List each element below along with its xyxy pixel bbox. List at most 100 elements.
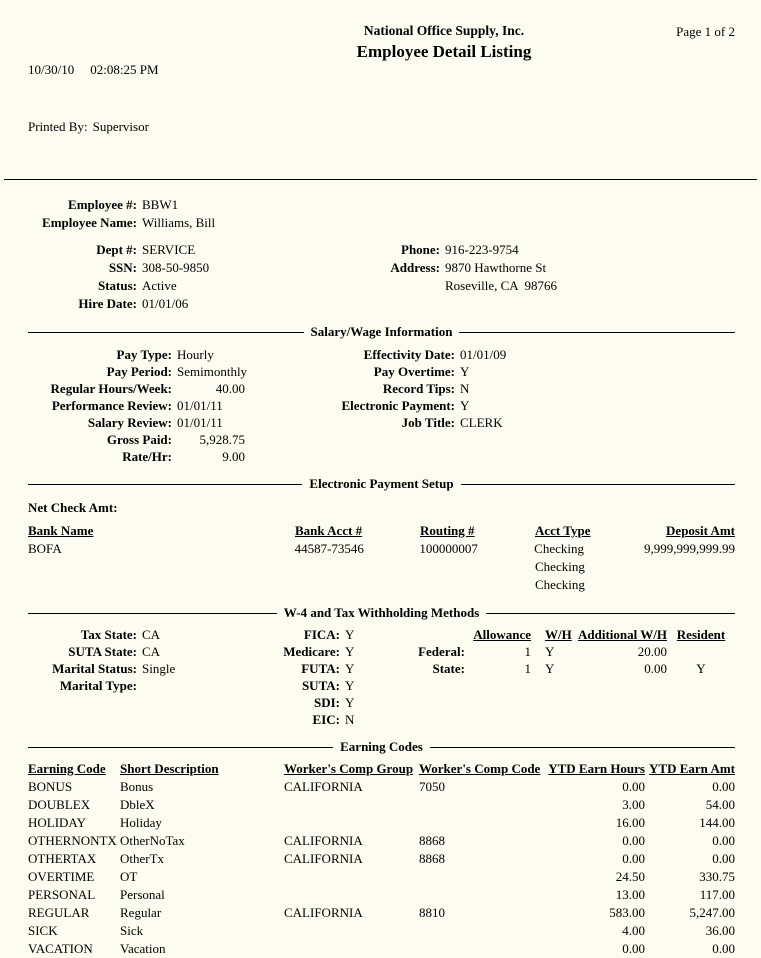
salary-section-divider: Salary/Wage Information [28,324,736,340]
ytd-earn-hours-cell: 0.00 [622,833,645,848]
city-row: Roseville, CA 98766 [370,277,735,295]
payment-row: BOFA 44587-73546 100000007 Checking 9,99… [28,540,735,558]
marital-status-row: Marital Status: Single [28,660,258,677]
ytd-earn-amt-cell: 0.00 [712,851,735,866]
workers-comp-code-cell [419,886,545,904]
ytd-earn-hours-cell: 24.50 [615,869,645,884]
bank-name-cell [28,576,295,594]
earnings-row: DOUBLEX DbleX 3.00 54.00 [28,796,735,814]
ssn-value: 308-50-9850 [142,260,210,275]
payment-table-header: Bank Name Bank Acct # Routing # Acct Typ… [28,522,735,540]
workers-comp-code-cell: 8868 [419,833,445,848]
address-value: 9870 Hawthorne St [445,260,547,275]
divider-line [28,746,334,748]
workers-comp-code-cell [419,922,545,940]
workers-comp-group-cell: CALIFORNIA [284,779,363,794]
additional-wh-cell: 20.00 [637,644,667,659]
net-check-amt-label: Net Check Amt: [28,500,118,515]
eic-row: EIC: N [258,711,408,728]
workers-comp-group-cell [284,886,419,904]
earnings-section: Earning Code Short Description Worker's … [28,760,735,958]
record-tips-label: Record Tips: [382,381,455,396]
short-description-cell: Bonus [120,779,154,794]
electronic-payment-label: Electronic Payment: [341,398,455,413]
ytd-earn-amt-cell: 0.00 [712,779,735,794]
earnings-row: SICK Sick 4.00 36.00 [28,922,735,940]
suta-value: Y [345,678,355,693]
withholding-row: State: 1 Y 0.00 Y [408,660,735,677]
medicare-row: Medicare: Y [258,643,408,660]
gross-paid-label: Gross Paid: [106,432,172,447]
earnings-section-title: Earning Codes [340,739,423,754]
ytd-earn-amt-cell: 36.00 [705,923,735,938]
salary-review-row: Salary Review: 01/01/11 [28,414,320,431]
earning-code-cell: OVERTIME [28,869,95,884]
electronic-payment-row: Electronic Payment: Y [320,397,735,414]
pay-overtime-label: Pay Overtime: [373,364,455,379]
payment-section: Net Check Amt: Bank Name Bank Acct # Rou… [28,499,735,594]
ytd-earn-amt-cell: 0.00 [712,833,735,848]
job-title-label: Job Title: [401,415,455,430]
divider-line [459,331,736,333]
bank-acct-header: Bank Acct # [295,523,363,538]
record-tips-row: Record Tips: N [320,380,735,397]
header-rule [4,179,757,180]
pay-overtime-row: Pay Overtime: Y [320,363,735,380]
performance-review-row: Performance Review: 01/01/11 [28,397,320,414]
gross-paid-value: 5,928.75 [199,432,246,447]
ytd-earn-amt-header: YTD Earn Amt [649,761,735,776]
rate-hr-row: Rate/Hr: 9.00 [28,448,320,465]
workers-comp-code-cell: 8810 [419,905,445,920]
marital-type-label: Marital Type: [59,678,137,693]
ssn-label: SSN: [108,260,137,275]
medicare-value: Y [345,644,355,659]
earning-code-cell: PERSONAL [28,887,96,902]
pay-period-row: Pay Period: Semimonthly [28,363,320,380]
print-time: 02:08:25 PM [90,62,159,77]
short-description-cell: Vacation [120,941,166,956]
workers-comp-group-cell: CALIFORNIA [284,833,363,848]
earnings-row: VACATION Vacation 0.00 0.00 [28,940,735,958]
payment-row: Checking [28,576,735,594]
employee-contact: Phone: 916-223-9754 Address: 9870 Hawtho… [370,241,735,313]
earnings-row: OTHERNONTX OtherNoTax CALIFORNIA 8868 0.… [28,832,735,850]
ytd-earn-amt-cell: 330.75 [699,869,735,884]
report-title-block: National Office Supply, Inc. Employee De… [243,22,645,62]
marital-type-row: Marital Type: [28,677,258,694]
pay-period-value: Semimonthly [177,364,248,379]
salary-section: Pay Type: Hourly Pay Period: Semimonthly… [28,346,735,465]
printed-by-label: Printed By: [28,119,88,134]
divider-line [486,612,735,614]
pay-type-row: Pay Type: Hourly [28,346,320,363]
tax-state-value: CA [142,627,161,642]
routing-cell [420,558,535,576]
suta-state-row: SUTA State: CA [28,643,258,660]
suta-row: SUTA: Y [258,677,408,694]
print-date: 10/30/10 [28,62,75,77]
performance-review-label: Performance Review: [51,398,172,413]
phone-row: Phone: 916-223-9754 [370,241,735,259]
w4-section-title: W-4 and Tax Withholding Methods [283,605,480,620]
marital-status-value: Single [142,661,176,676]
ytd-earn-hours-header: YTD Earn Hours [548,761,645,776]
city-spacer [370,277,440,295]
tax-state-label: Tax State: [80,627,137,642]
salary-review-label: Salary Review: [87,415,172,430]
salary-review-value: 01/01/11 [177,415,223,430]
deposit-amt-cell [645,576,735,594]
wh-cell: Y [545,661,555,676]
hire-date-value: 01/01/06 [142,296,189,311]
ytd-earn-hours-cell: 0.00 [622,941,645,956]
dept-label: Dept #: [96,242,137,257]
report-title: Employee Detail Listing [356,42,532,61]
earnings-table-header: Earning Code Short Description Worker's … [28,760,735,778]
workers-comp-group-cell [284,922,419,940]
earnings-row: BONUS Bonus CALIFORNIA 7050 0.00 0.00 [28,778,735,796]
withholding-label-spacer [408,626,465,643]
earnings-section-divider: Earning Codes [28,739,735,755]
sdi-label: SDI: [313,695,340,710]
effectivity-date-row: Effectivity Date: 01/01/09 [320,346,735,363]
payment-table-body: BOFA 44587-73546 100000007 Checking 9,99… [28,540,735,594]
regular-hours-value: 40.00 [215,381,245,396]
earning-code-cell: OTHERNONTX [28,833,117,848]
